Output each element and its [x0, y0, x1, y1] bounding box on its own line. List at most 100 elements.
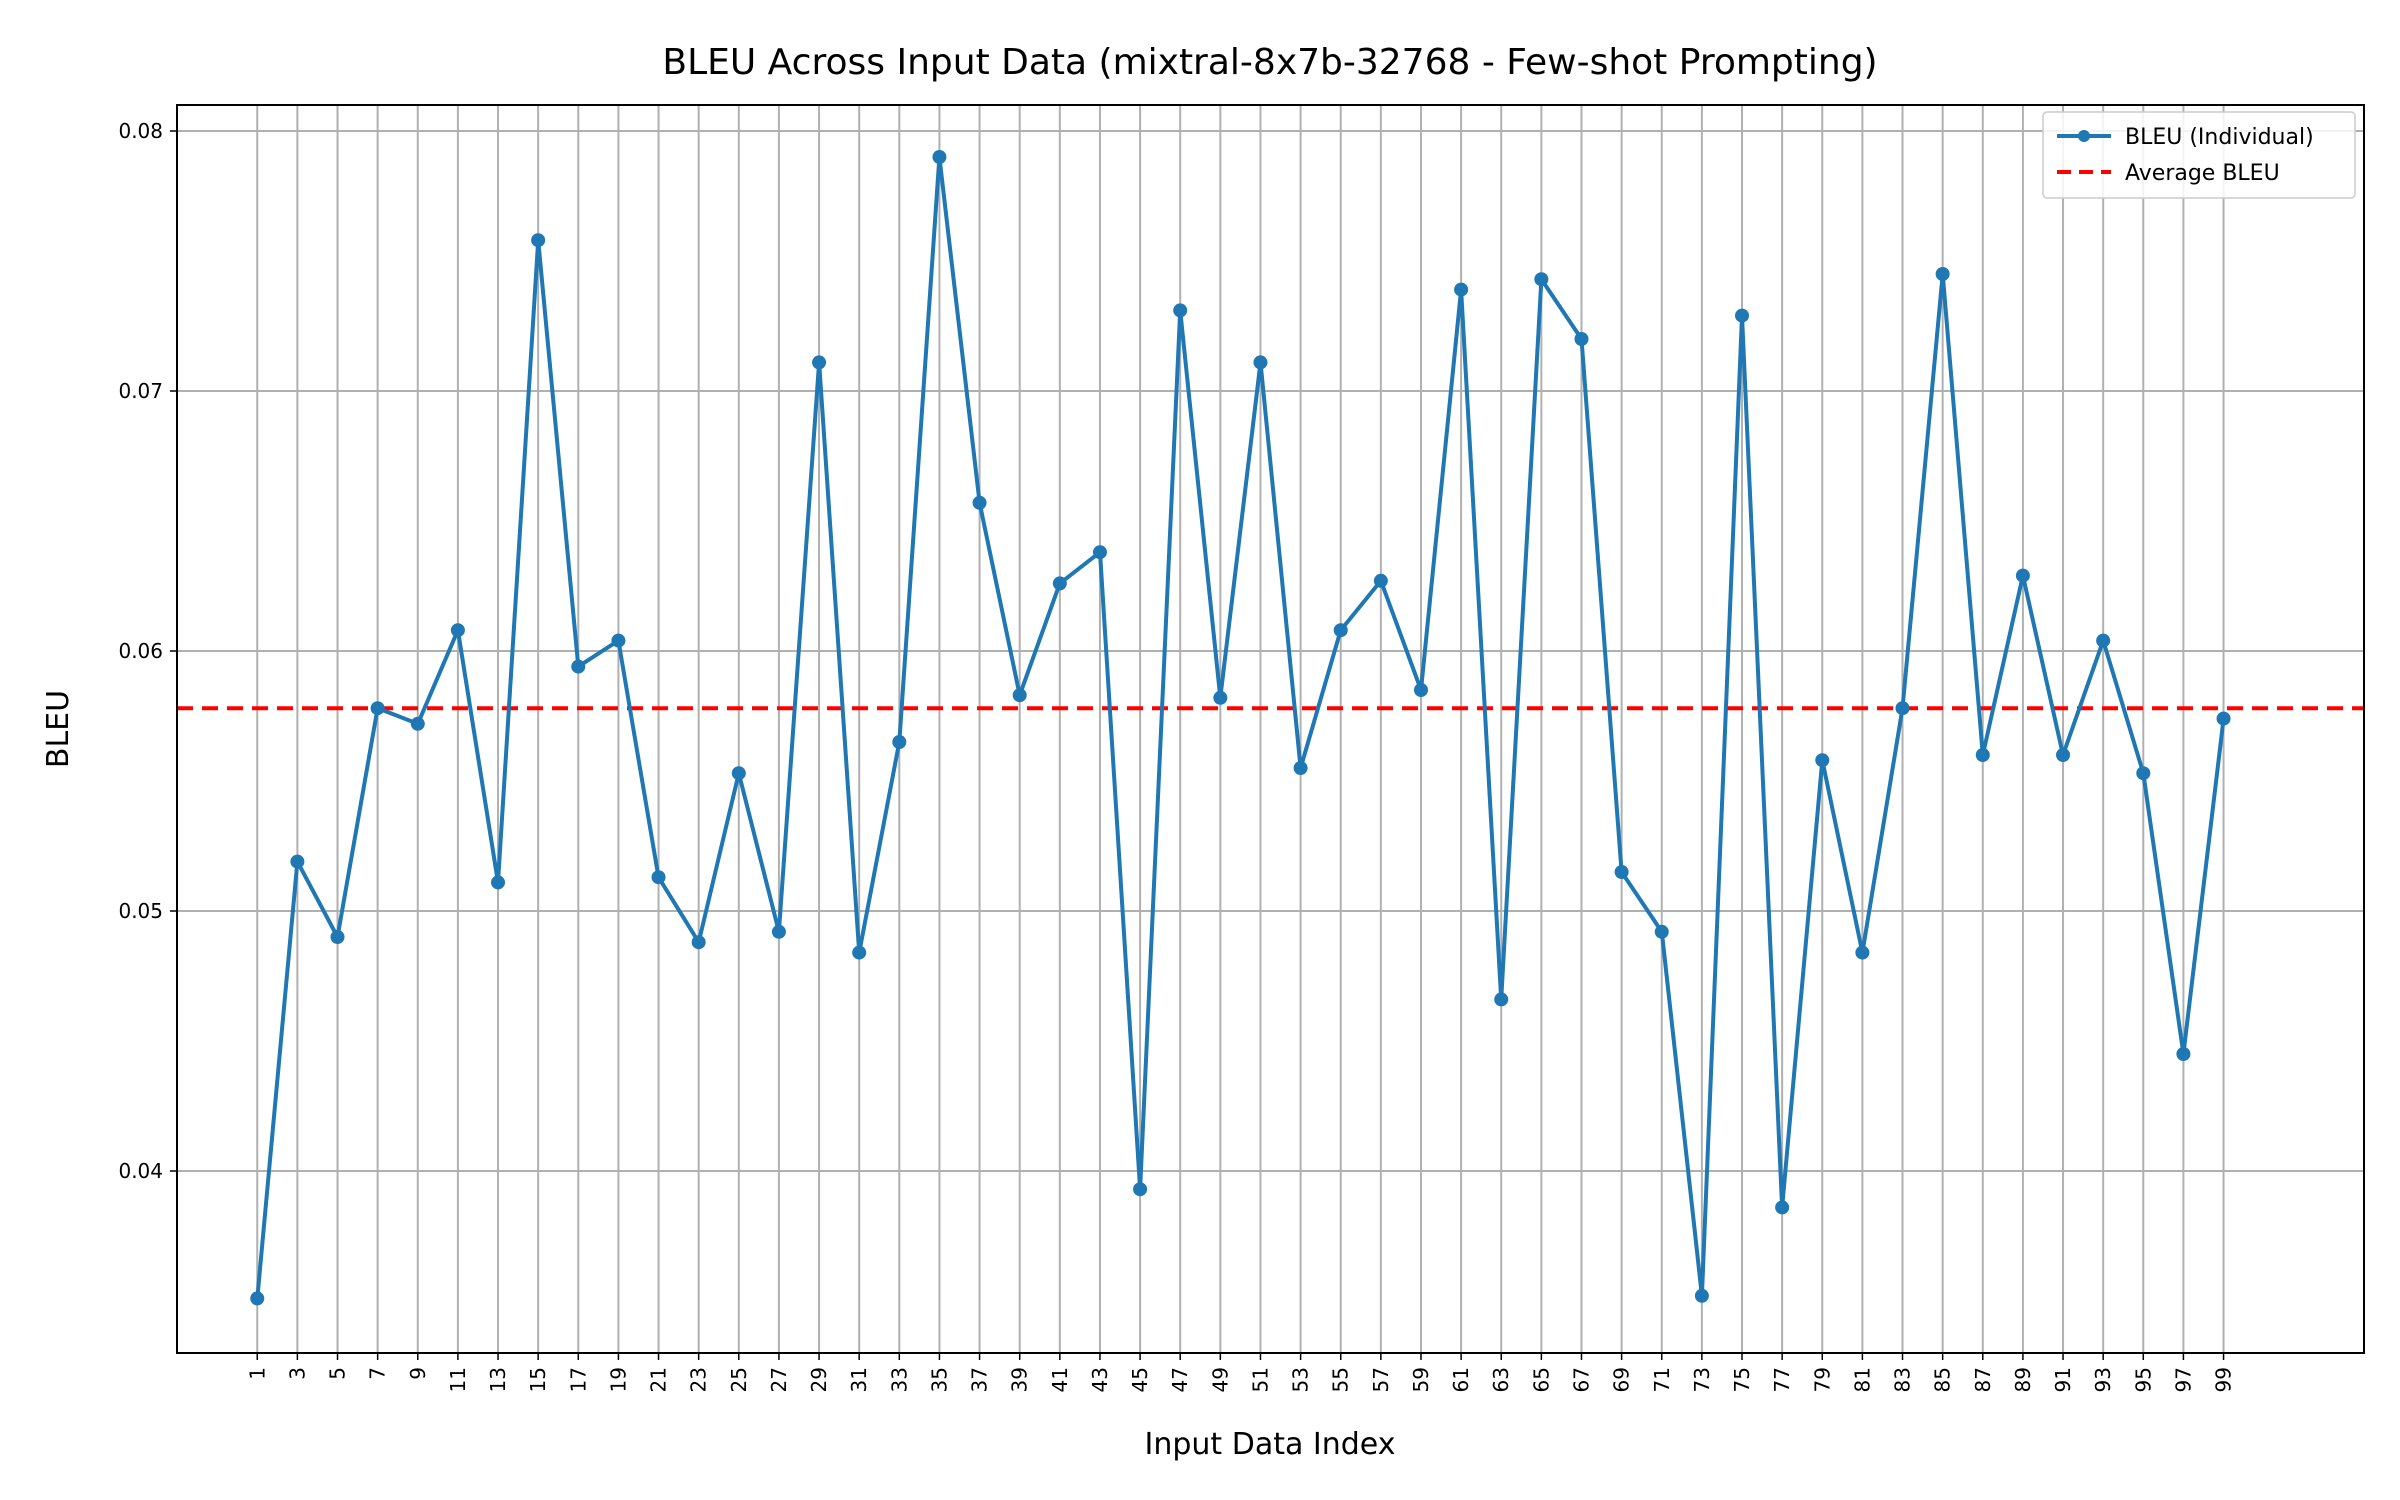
- y-tick-label: 0.04: [118, 1159, 163, 1183]
- x-tick-label: 45: [1128, 1367, 1152, 1392]
- x-tick-label: 29: [807, 1367, 831, 1392]
- x-tick-label: 67: [1569, 1367, 1593, 1392]
- x-tick-label: 47: [1168, 1367, 1192, 1392]
- data-point: [972, 495, 987, 510]
- data-point: [1413, 683, 1428, 697]
- legend: BLEU (Individual) Average BLEU: [2042, 111, 2356, 199]
- data-point: [611, 633, 626, 648]
- data-point: [250, 1291, 265, 1306]
- x-tick-label: 37: [968, 1367, 992, 1392]
- x-tick-label: 17: [566, 1367, 590, 1392]
- data-point: [1935, 267, 1950, 281]
- x-tick-label: 23: [687, 1367, 711, 1392]
- data-point: [1012, 688, 1027, 703]
- x-tick-label: 85: [1931, 1367, 1955, 1392]
- chart-title: BLEU Across Input Data (mixtral-8x7b-327…: [662, 42, 1877, 83]
- y-tick-label: 0.08: [118, 119, 163, 143]
- data-point: [1654, 924, 1669, 939]
- y-axis-ticks: 0.04 0.05 0.06 0.07 0.08: [118, 119, 177, 1183]
- data-point: [2015, 568, 2030, 583]
- x-tick-label: 79: [1810, 1367, 1834, 1392]
- x-tick-label: 53: [1289, 1367, 1313, 1392]
- x-tick-label: 77: [1770, 1367, 1794, 1392]
- data-point: [932, 150, 947, 164]
- x-tick-label: 93: [2091, 1367, 2115, 1392]
- x-tick-label: 9: [406, 1367, 430, 1380]
- bleu-individual-line: [255, 155, 2226, 1299]
- x-tick-label: 15: [526, 1367, 550, 1392]
- data-point: [1333, 623, 1348, 638]
- x-tick-label: 75: [1730, 1367, 1754, 1392]
- data-point: [1454, 282, 1469, 297]
- x-axis-label: Input Data Index: [1145, 1427, 1396, 1462]
- data-point: [892, 735, 907, 749]
- x-tick-label: 65: [1529, 1367, 1553, 1392]
- data-point: [410, 716, 425, 731]
- x-tick-label: 5: [326, 1367, 350, 1380]
- x-tick-label: 71: [1650, 1367, 1674, 1392]
- x-tick-label: 81: [1850, 1367, 1874, 1392]
- data-point: [1574, 332, 1589, 346]
- data-point: [691, 935, 706, 950]
- x-tick-label: 27: [767, 1367, 791, 1392]
- data-point: [1694, 1288, 1709, 1303]
- x-tick-label: 1: [245, 1367, 269, 1380]
- x-tick-label: 89: [2011, 1367, 2035, 1392]
- x-tick-label: 13: [486, 1367, 510, 1392]
- data-point: [1855, 945, 1870, 960]
- data-point: [1815, 753, 1830, 768]
- data-point: [290, 854, 305, 869]
- x-tick-label: 39: [1008, 1367, 1032, 1392]
- data-point: [2096, 633, 2111, 648]
- data-point: [812, 355, 827, 370]
- data-point: [1494, 992, 1509, 1007]
- y-tick-label: 0.06: [118, 639, 163, 663]
- data-point: [1975, 748, 1990, 762]
- data-point: [1534, 272, 1549, 287]
- y-tick-label: 0.07: [118, 379, 163, 403]
- data-point: [771, 924, 786, 939]
- data-point: [2136, 766, 2151, 781]
- x-tick-label: 63: [1489, 1367, 1513, 1392]
- data-point: [1735, 308, 1750, 323]
- data-point: [2176, 1047, 2191, 1061]
- x-tick-label: 83: [1891, 1367, 1915, 1392]
- x-tick-label: 25: [727, 1367, 751, 1392]
- data-point: [2056, 748, 2071, 762]
- x-tick-label: 49: [1208, 1367, 1232, 1392]
- x-tick-label: 99: [2212, 1367, 2236, 1392]
- data-point: [1895, 701, 1910, 716]
- data-point: [1092, 545, 1107, 560]
- x-tick-label: 21: [647, 1367, 671, 1392]
- x-axis-ticks: 1 3 5 7 9 11 13 15 17 19 21 23 25 27 29 31 33 35 37 39 41 43 4…: [245, 1353, 2236, 1392]
- data-point: [1293, 761, 1308, 775]
- x-tick-label: 31: [847, 1367, 871, 1392]
- x-tick-label: 97: [2171, 1367, 2195, 1392]
- data-point: [491, 875, 506, 890]
- legend-box: [2042, 111, 2356, 199]
- data-point: [2216, 711, 2231, 726]
- legend-label-individual: BLEU (Individual): [2125, 125, 2314, 150]
- data-point: [1373, 573, 1388, 588]
- data-point: [330, 930, 345, 944]
- x-tick-label: 33: [887, 1367, 911, 1392]
- data-point: [651, 870, 666, 885]
- x-tick-label: 91: [2051, 1367, 2075, 1392]
- data-point: [370, 701, 385, 716]
- y-axis-label: BLEU: [41, 690, 76, 768]
- x-tick-label: 51: [1248, 1367, 1272, 1392]
- data-point: [1253, 355, 1268, 370]
- data-point: [531, 233, 546, 248]
- data-point: [571, 659, 586, 674]
- data-point: [1775, 1200, 1790, 1215]
- data-point: [1213, 690, 1228, 705]
- x-tick-label: 95: [2131, 1367, 2155, 1392]
- legend-marker-individual: [2078, 130, 2090, 142]
- x-tick-label: 61: [1449, 1367, 1473, 1392]
- x-tick-label: 35: [927, 1367, 951, 1392]
- x-tick-label: 87: [1971, 1367, 1995, 1392]
- x-tick-label: 69: [1610, 1367, 1634, 1392]
- x-tick-label: 43: [1088, 1367, 1112, 1392]
